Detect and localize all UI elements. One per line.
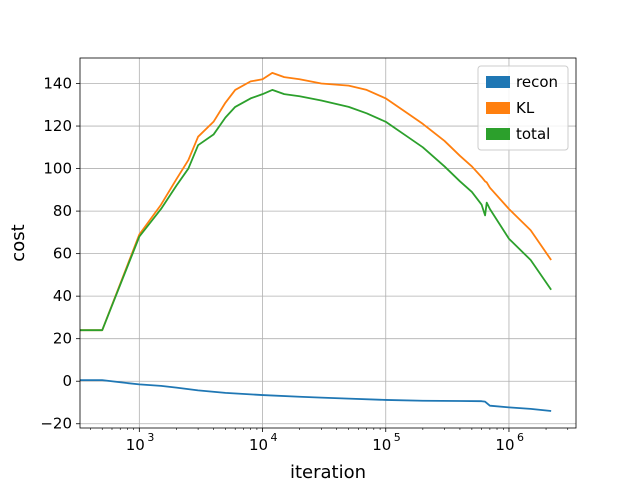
legend-label-recon: recon <box>516 73 558 91</box>
x-axis-label: iteration <box>290 462 366 480</box>
y-tick-label: 40 <box>53 287 72 305</box>
x-tick-label: 10 <box>495 436 514 454</box>
y-tick-label: −20 <box>40 415 72 433</box>
y-tick-label: 80 <box>53 202 72 220</box>
axes <box>79 57 577 429</box>
series-line-total <box>80 89 552 332</box>
x-tick-label: 10 <box>372 436 391 454</box>
x-tick-exponent: 3 <box>147 431 154 444</box>
legend-label-KL: KL <box>516 99 535 117</box>
y-tick-label: 20 <box>53 330 72 348</box>
y-tick-label: 60 <box>53 245 72 263</box>
x-tick-exponent: 4 <box>271 431 278 444</box>
legend-swatch-recon <box>486 76 510 88</box>
series-layer <box>80 71 552 412</box>
legend-label-total: total <box>516 125 550 143</box>
legend: recon KL total <box>477 65 569 151</box>
legend-swatch-total <box>486 128 510 140</box>
y-tick-label: 120 <box>43 117 72 135</box>
series-line-KL <box>80 71 552 332</box>
y-tick-label: 100 <box>43 160 72 178</box>
y-tick-label: 140 <box>43 75 72 93</box>
x-tick-exponent: 6 <box>517 431 524 444</box>
x-tick-label: 10 <box>126 436 145 454</box>
x-tick-exponent: 5 <box>394 431 401 444</box>
y-tick-label: 0 <box>62 372 72 390</box>
legend-swatch-KL <box>486 102 510 114</box>
series-line-recon <box>80 379 552 412</box>
y-axis-label: cost <box>8 224 29 261</box>
plot-frame <box>79 57 577 429</box>
x-tick-label: 10 <box>249 436 268 454</box>
